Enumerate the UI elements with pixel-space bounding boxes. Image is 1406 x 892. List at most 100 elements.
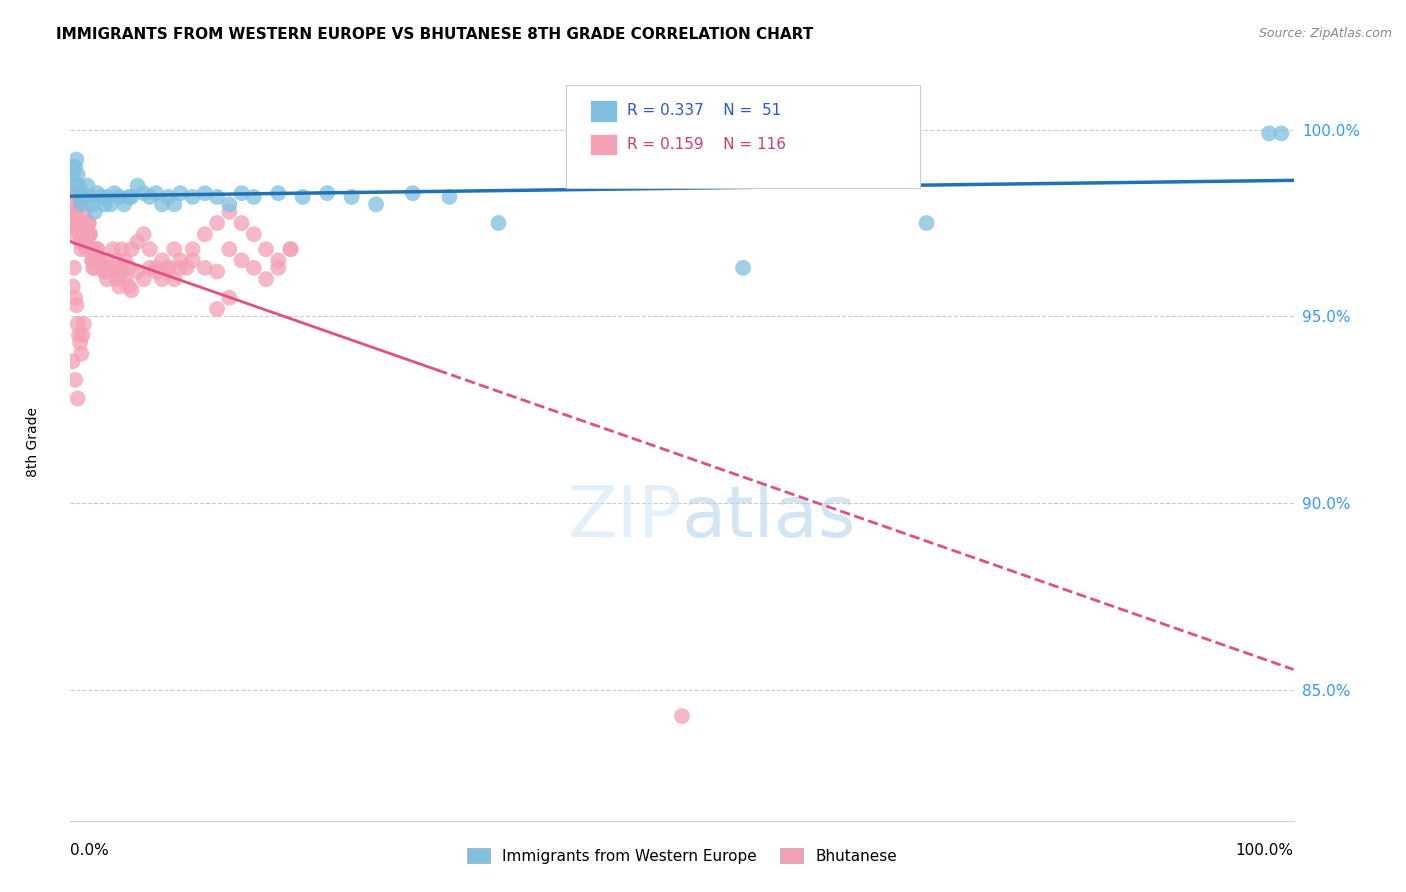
Point — [73, 317, 96, 331]
Point — [65, 298, 87, 312]
Point — [366, 197, 388, 211]
Point — [80, 242, 103, 256]
Point — [118, 279, 141, 293]
Point — [103, 186, 125, 201]
Text: R = 0.159    N = 116: R = 0.159 N = 116 — [627, 136, 786, 152]
Bar — [591, 101, 617, 121]
Point — [121, 242, 143, 256]
Point — [194, 227, 217, 242]
Point — [218, 197, 240, 211]
Point — [218, 291, 240, 305]
Point — [121, 190, 143, 204]
Point — [121, 283, 143, 297]
Point — [169, 253, 191, 268]
Point — [82, 253, 104, 268]
Point — [83, 260, 105, 275]
Point — [243, 190, 266, 204]
Point — [72, 186, 94, 201]
Point — [60, 216, 83, 230]
Point — [89, 253, 111, 268]
Point — [80, 242, 103, 256]
Point — [83, 260, 105, 275]
Point — [72, 227, 94, 242]
Point — [205, 301, 228, 316]
Point — [96, 253, 118, 268]
Point — [76, 178, 98, 193]
Point — [69, 216, 91, 230]
Point — [65, 153, 87, 167]
Point — [69, 190, 91, 204]
Point — [150, 253, 173, 268]
Point — [63, 291, 86, 305]
Point — [108, 190, 131, 204]
Point — [90, 190, 112, 204]
Point — [267, 260, 290, 275]
Point — [73, 219, 96, 234]
Point — [63, 190, 86, 204]
Point — [127, 178, 149, 193]
Point — [86, 242, 108, 256]
Point — [733, 260, 755, 275]
Point — [75, 242, 97, 256]
Point — [181, 253, 204, 268]
Point — [231, 253, 253, 268]
Point — [157, 190, 180, 204]
Point — [83, 246, 105, 260]
Point — [439, 190, 461, 204]
Point — [67, 223, 90, 237]
Point — [70, 347, 93, 361]
Point — [112, 197, 135, 211]
Point — [72, 216, 94, 230]
Point — [205, 216, 228, 230]
Point — [671, 709, 693, 723]
Point — [63, 260, 86, 275]
Point — [66, 168, 89, 182]
Point — [73, 227, 96, 242]
Point — [63, 197, 86, 211]
Point — [194, 260, 217, 275]
Point — [63, 219, 86, 234]
Point — [79, 190, 101, 204]
Point — [111, 264, 134, 278]
Point — [111, 242, 134, 256]
Text: 8th Grade: 8th Grade — [25, 407, 39, 476]
Point — [127, 264, 149, 278]
Point — [67, 178, 90, 193]
Point — [1258, 127, 1281, 141]
Point — [72, 328, 94, 343]
Point — [63, 178, 86, 193]
Point — [145, 260, 167, 275]
Point — [254, 272, 277, 286]
Point — [118, 190, 141, 204]
Point — [139, 260, 162, 275]
Point — [89, 253, 111, 268]
Point — [194, 186, 217, 201]
Point — [63, 212, 86, 227]
Text: ZIP: ZIP — [568, 483, 682, 552]
Text: Source: ZipAtlas.com: Source: ZipAtlas.com — [1258, 27, 1392, 40]
Point — [70, 197, 93, 211]
Point — [73, 190, 96, 204]
Point — [132, 272, 155, 286]
Point — [176, 260, 198, 275]
Point — [163, 272, 186, 286]
Point — [77, 216, 100, 230]
Point — [267, 253, 290, 268]
Point — [93, 197, 115, 211]
Point — [65, 204, 87, 219]
Point — [181, 190, 204, 204]
Point — [62, 227, 84, 242]
Point — [63, 160, 86, 174]
Point — [169, 260, 191, 275]
Point — [62, 204, 84, 219]
Point — [145, 186, 167, 201]
Point — [132, 186, 155, 201]
Point — [218, 242, 240, 256]
Point — [76, 235, 98, 249]
Point — [101, 242, 124, 256]
Bar — [591, 134, 617, 155]
Point — [73, 216, 96, 230]
Point — [66, 186, 89, 201]
Point — [75, 227, 97, 242]
Point — [150, 197, 173, 211]
